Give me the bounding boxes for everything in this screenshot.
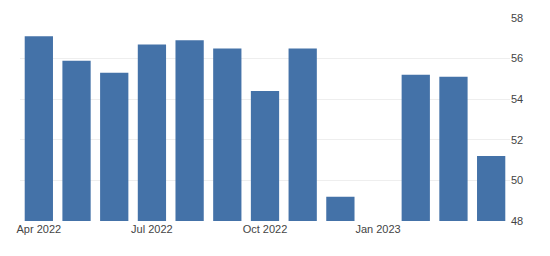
svg-text:54: 54 <box>511 93 523 105</box>
svg-text:Oct 2022: Oct 2022 <box>243 223 288 235</box>
svg-text:58: 58 <box>511 12 523 24</box>
svg-text:Jan 2023: Jan 2023 <box>355 223 400 235</box>
svg-text:Jul 2022: Jul 2022 <box>131 223 173 235</box>
svg-text:Apr 2022: Apr 2022 <box>17 223 62 235</box>
svg-text:48: 48 <box>511 215 523 227</box>
svg-text:52: 52 <box>511 134 523 146</box>
svg-text:56: 56 <box>511 52 523 64</box>
svg-text:50: 50 <box>511 174 523 186</box>
